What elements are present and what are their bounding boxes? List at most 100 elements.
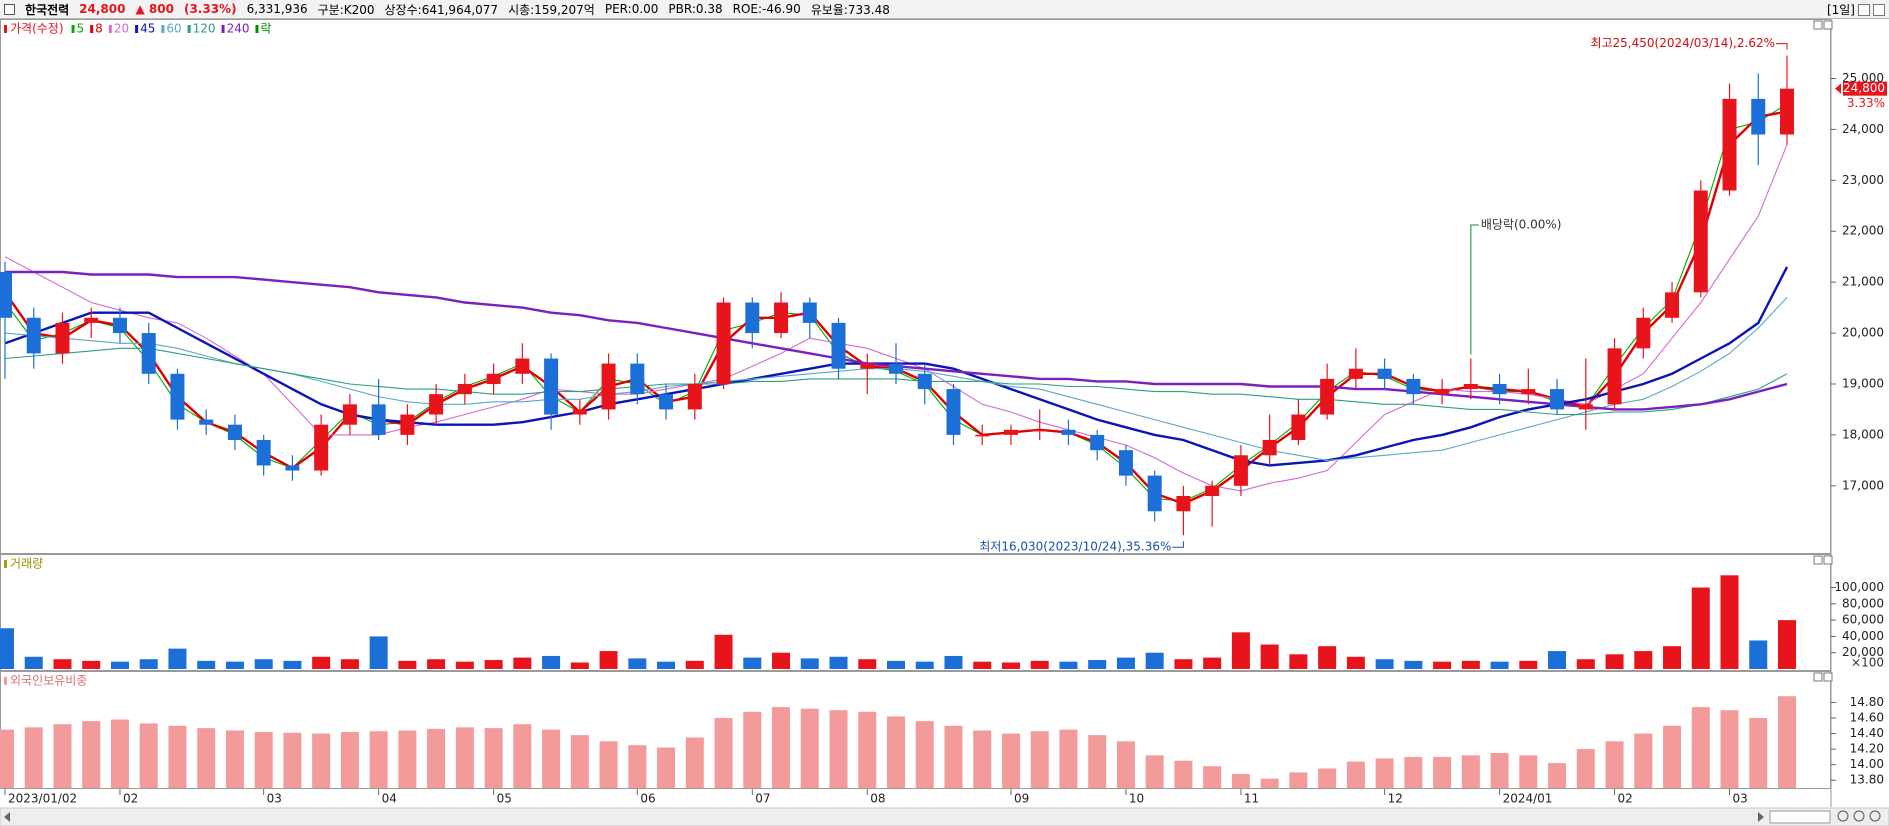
- candle-body: [1032, 429, 1047, 432]
- panel-button[interactable]: [1813, 555, 1823, 565]
- candle-body: [227, 424, 242, 440]
- bar: [542, 655, 561, 669]
- bar: [829, 710, 848, 788]
- candle-body: [1521, 389, 1536, 395]
- y-tick-label: 24,000: [1842, 122, 1884, 136]
- bar: [599, 651, 618, 669]
- candle-body: [1176, 495, 1191, 512]
- y-tick-label: 18,000: [1842, 427, 1884, 441]
- bar: [944, 655, 963, 669]
- candle-body: [1320, 378, 1335, 415]
- zoom-button[interactable]: [1837, 810, 1849, 822]
- candle-body: [601, 363, 616, 410]
- bar: [973, 730, 992, 788]
- candle-body: [774, 302, 789, 334]
- panel-button[interactable]: [1813, 672, 1823, 682]
- field: 유보율:733.48: [810, 2, 890, 17]
- candle-body: [1435, 389, 1450, 395]
- panel-button[interactable]: [1813, 20, 1823, 30]
- panel-button[interactable]: [1823, 555, 1833, 565]
- bar: [0, 729, 14, 788]
- candle-body: [1550, 389, 1565, 410]
- bar: [1346, 761, 1365, 788]
- candle-body: [26, 317, 41, 354]
- bar: [168, 648, 187, 669]
- scroll-right[interactable]: [1758, 812, 1764, 822]
- bar: [743, 711, 762, 788]
- field: 상장수:641,964,077: [384, 2, 499, 17]
- bar: [858, 711, 877, 788]
- bar: [1433, 756, 1452, 788]
- candle-body: [975, 434, 990, 437]
- y-tick-label: 22,000: [1842, 224, 1884, 238]
- bar: [1145, 652, 1164, 669]
- bar: [1203, 766, 1222, 788]
- candle-body: [889, 363, 903, 374]
- x-tick-label: 05: [497, 792, 512, 806]
- candle-body: [285, 465, 300, 471]
- field: 구분:K200: [317, 2, 375, 17]
- zoom-button[interactable]: [1869, 810, 1881, 822]
- x-tick-label: 2024/01: [1503, 792, 1553, 806]
- bar: [1174, 659, 1193, 669]
- candle-body: [860, 363, 875, 369]
- bar: [714, 718, 733, 788]
- bar: [1116, 741, 1135, 788]
- candle-body: [1233, 455, 1248, 486]
- y-tick-label: 14.40: [1850, 726, 1884, 740]
- bar: [1691, 707, 1710, 788]
- bar: [369, 636, 388, 669]
- period[interactable]: [1일]: [1826, 3, 1855, 17]
- legend-label: 8: [95, 22, 103, 36]
- candle-body: [429, 394, 444, 415]
- restore-button[interactable]: [1858, 3, 1870, 16]
- zoom-slider[interactable]: [1769, 810, 1831, 824]
- candle-body: [1492, 383, 1507, 395]
- change-pct: (3.33%): [183, 2, 237, 16]
- bar: [1318, 646, 1337, 669]
- bar: [1720, 710, 1739, 788]
- bar: [829, 656, 848, 669]
- bar: [1519, 660, 1538, 669]
- bar: [887, 660, 905, 669]
- y-tick-label: 100,000: [1834, 580, 1884, 594]
- bar: [1174, 760, 1193, 788]
- candle-body: [314, 424, 329, 471]
- candle-body: [342, 404, 357, 425]
- legend-swatch: [71, 25, 75, 33]
- bar: [1605, 654, 1624, 669]
- panel-button[interactable]: [1823, 20, 1833, 30]
- scroll-track[interactable]: [0, 807, 1889, 826]
- price-pointer: [1835, 83, 1841, 94]
- candle-body: [544, 358, 559, 415]
- checkbox[interactable]: [4, 3, 15, 15]
- candle-body: [1118, 450, 1133, 476]
- bar: [1490, 753, 1509, 788]
- y-tick-label: 20,000: [1842, 326, 1884, 340]
- legend-swatch: [4, 25, 7, 33]
- panel-title: 거래량: [10, 557, 43, 571]
- candle-body: [400, 414, 415, 435]
- zoom-button[interactable]: [1853, 810, 1865, 822]
- bar: [1088, 735, 1107, 788]
- y-tick-label: 20,000: [1842, 645, 1884, 659]
- bar: [484, 660, 503, 669]
- candle-body: [1665, 292, 1680, 318]
- bar: [283, 732, 302, 788]
- x-tick-label: 06: [640, 792, 655, 806]
- bar: [1576, 749, 1595, 788]
- bar: [1576, 659, 1595, 669]
- scroll-left[interactable]: [4, 812, 10, 822]
- ex-dividend-label: 배당락(0.00%): [1481, 218, 1562, 232]
- y-tick-label: 60,000: [1842, 613, 1884, 627]
- bar: [915, 661, 934, 669]
- panel-button[interactable]: [1823, 672, 1833, 682]
- stock-name: 한국전력: [25, 2, 70, 17]
- bar: [1231, 774, 1250, 788]
- bar: [513, 657, 532, 669]
- y-tick-label: 19,000: [1842, 376, 1884, 390]
- bar: [369, 731, 388, 788]
- close-button[interactable]: [1873, 3, 1885, 16]
- candle-body: [1722, 98, 1737, 191]
- y-tick-label: 14.80: [1850, 695, 1884, 709]
